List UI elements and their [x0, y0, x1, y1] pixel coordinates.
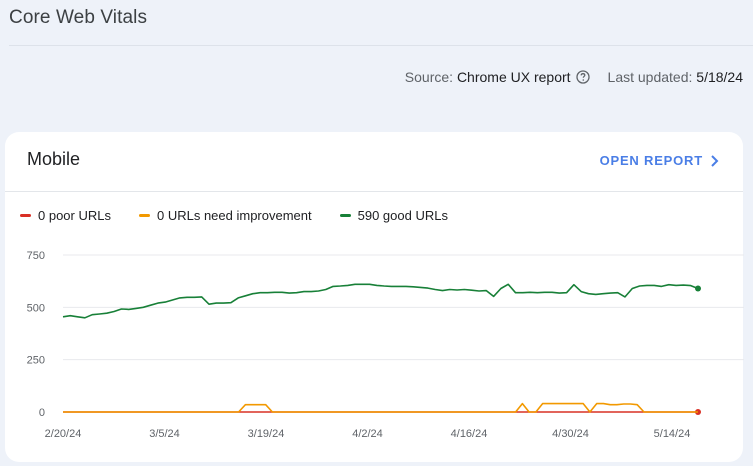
page-title: Core Web Vitals — [9, 7, 148, 28]
y-tick-label: 250 — [27, 355, 45, 367]
series-line-2 — [62, 283, 699, 319]
source-label: Source: — [404, 69, 454, 85]
legend-label-good: 590 good URLs — [357, 208, 448, 223]
legend-label-needs-improvement: 0 URLs need improvement — [156, 208, 312, 223]
chart-legend: 0 poor URLs 0 URLs need improvement 590 … — [20, 208, 476, 223]
series-line-1 — [63, 402, 698, 413]
x-tick-label: 4/16/24 — [451, 428, 488, 440]
y-tick-label: 500 — [27, 302, 45, 314]
legend-item-poor[interactable]: 0 poor URLs — [20, 208, 111, 223]
chevron-right-icon — [711, 154, 719, 167]
y-tick-label: 750 — [27, 250, 45, 262]
x-tick-label: 3/19/24 — [248, 428, 285, 440]
legend-label-poor: 0 poor URLs — [38, 208, 111, 223]
x-tick-label: 4/30/24 — [552, 428, 589, 440]
x-tick-label: 2/20/24 — [45, 428, 82, 440]
card-title: Mobile — [27, 149, 81, 169]
legend-item-needs-improvement[interactable]: 0 URLs need improvement — [138, 208, 312, 223]
title-divider — [9, 45, 753, 46]
help-icon[interactable] — [575, 70, 590, 84]
open-report-button[interactable]: OPEN REPORT — [600, 153, 719, 168]
legend-item-good[interactable]: 590 good URLs — [339, 208, 448, 223]
x-tick-label: 3/5/24 — [149, 428, 180, 440]
x-tick-label: 4/2/24 — [352, 428, 383, 440]
mobile-card: Mobile OPEN REPORT 0 poor URLs 0 URLs ne… — [5, 132, 743, 462]
report-meta: Source: Chrome UX report Last updated: 5… — [405, 69, 743, 85]
legend-swatch-poor — [20, 214, 31, 217]
card-divider — [5, 191, 743, 192]
updated-label: Last updated: — [607, 69, 693, 85]
source-value: Chrome UX report — [456, 69, 571, 85]
series-end-point-2 — [695, 285, 701, 292]
legend-swatch-good — [339, 214, 351, 217]
legend-swatch-needs-improvement — [138, 214, 150, 217]
y-tick-label: 0 — [39, 407, 45, 419]
updated-value: 5/18/24 — [696, 69, 743, 85]
x-tick-label: 5/14/24 — [654, 428, 691, 440]
open-report-label: OPEN REPORT — [599, 153, 703, 168]
